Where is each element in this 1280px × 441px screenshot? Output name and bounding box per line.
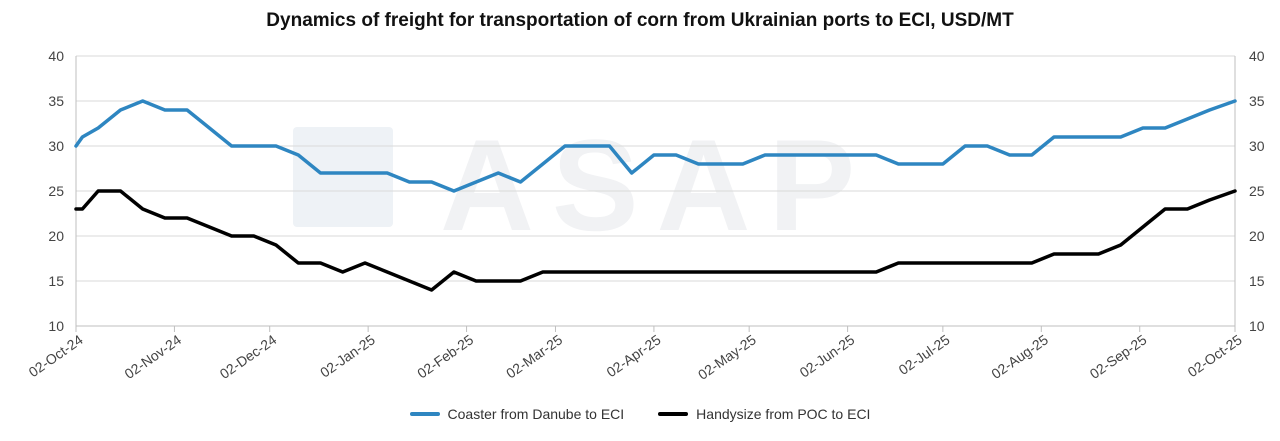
x-tick-label-02-Oct-24: 02-Oct-24: [26, 331, 86, 380]
x-tick-label-02-Sep-25: 02-Sep-25: [1087, 331, 1150, 382]
x-tick-label-02-Jul-25: 02-Jul-25: [896, 331, 953, 378]
legend-swatch-black: [658, 412, 689, 416]
y-tick-right-30: 30: [1249, 138, 1265, 154]
x-tick-label-02-May-25: 02-May-25: [695, 331, 759, 383]
x-tick-label-02-Jun-25: 02-Jun-25: [797, 331, 858, 380]
y-tick-right-40: 40: [1249, 48, 1265, 64]
series-lines: [74, 99, 1237, 292]
legend-label-handysize: Handysize from POC to ECI: [696, 406, 871, 422]
y-axis-right-labels: 10 15 20 25 30 35 40: [1249, 48, 1265, 334]
x-tick-label-02-Aug-25: 02-Aug-25: [988, 331, 1051, 382]
y-tick-right-20: 20: [1249, 228, 1265, 244]
chart-title: Dynamics of freight for transportation o…: [266, 10, 1014, 31]
series-line-coaster: [74, 99, 1237, 193]
y-axis-left-labels: 10 15 20 25 30 35 40: [48, 48, 64, 334]
legend-swatch-blue: [409, 412, 440, 416]
legend-item-coaster: Coaster from Danube to ECI: [409, 406, 625, 422]
watermark-logo: ASAP: [293, 112, 873, 258]
y-tick-right-25: 25: [1249, 183, 1265, 199]
legend-item-handysize: Handysize from POC to ECI: [658, 406, 870, 422]
x-tick-label-02-Oct-25: 02-Oct-25: [1185, 331, 1245, 380]
y-tick-left-15: 15: [48, 273, 64, 289]
legend: Coaster from Danube to ECI Handysize fro…: [0, 406, 1280, 422]
legend-label-coaster: Coaster from Danube to ECI: [447, 406, 625, 422]
watermark-mark: [293, 127, 393, 227]
x-tick-label-02-Feb-25: 02-Feb-25: [414, 331, 476, 381]
series-line-handysize: [74, 189, 1237, 292]
y-tick-right-35: 35: [1249, 93, 1265, 109]
x-tick-label-02-Dec-24: 02-Dec-24: [217, 331, 280, 382]
x-tick-label-02-Jan-25: 02-Jan-25: [317, 331, 378, 380]
y-tick-left-30: 30: [48, 138, 64, 154]
y-tick-left-40: 40: [48, 48, 64, 64]
y-tick-left-25: 25: [48, 183, 64, 199]
y-tick-left-10: 10: [48, 318, 64, 334]
x-axis-labels: 02-Oct-24 02-Nov-24 02-Dec-24 02-Jan-25 02-F…: [26, 331, 1245, 383]
y-tick-right-10: 10: [1249, 318, 1265, 334]
y-tick-right-15: 15: [1249, 273, 1265, 289]
x-tick-label-02-Apr-25: 02-Apr-25: [603, 331, 663, 380]
x-tick-label-02-Nov-24: 02-Nov-24: [121, 331, 184, 382]
x-tick-label-02-Mar-25: 02-Mar-25: [503, 331, 565, 381]
watermark-text: ASAP: [440, 112, 873, 258]
y-tick-left-35: 35: [48, 93, 64, 109]
y-tick-left-20: 20: [48, 228, 64, 244]
